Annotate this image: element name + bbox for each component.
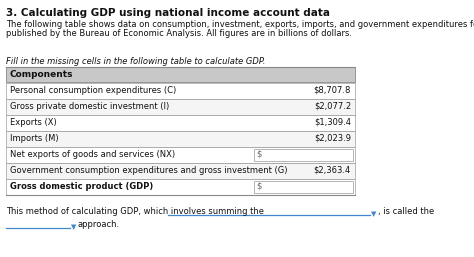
Text: Government consumption expenditures and gross investment (G): Government consumption expenditures and … (10, 166, 288, 175)
Text: $: $ (256, 182, 261, 191)
Text: $2,363.4: $2,363.4 (314, 166, 351, 175)
Text: Components: Components (10, 70, 73, 79)
Bar (6, 163, 355, 179)
Text: $2,023.9: $2,023.9 (314, 134, 351, 143)
Text: Gross private domestic investment (I): Gross private domestic investment (I) (10, 102, 169, 111)
Text: This method of calculating GDP, which involves summing the: This method of calculating GDP, which in… (6, 207, 264, 216)
Text: $1,309.4: $1,309.4 (314, 118, 351, 127)
Text: Imports (M): Imports (M) (10, 134, 59, 143)
Text: published by the Bureau of Economic Analysis. All figures are in billions of dol: published by the Bureau of Economic Anal… (6, 29, 352, 38)
Text: Gross domestic product (GDP): Gross domestic product (GDP) (10, 182, 153, 191)
Bar (6, 179, 355, 195)
Text: $: $ (256, 150, 261, 159)
Text: , is called the: , is called the (378, 207, 434, 216)
Text: Personal consumption expenditures (C): Personal consumption expenditures (C) (10, 86, 176, 95)
Bar (6, 115, 355, 131)
Text: 3. Calculating GDP using national income account data: 3. Calculating GDP using national income… (6, 8, 330, 18)
Text: Net exports of goods and services (NX): Net exports of goods and services (NX) (10, 150, 175, 159)
Bar (6, 147, 355, 163)
Text: ▼: ▼ (71, 224, 76, 230)
Text: Fill in the missing cells in the following table to calculate GDP.: Fill in the missing cells in the followi… (6, 57, 265, 66)
Text: The following table shows data on consumption, investment, exports, imports, and: The following table shows data on consum… (6, 20, 474, 29)
Text: $2,077.2: $2,077.2 (314, 102, 351, 111)
Bar (6, 99, 355, 115)
Text: approach.: approach. (78, 220, 120, 229)
Bar (254, 149, 353, 161)
Bar (6, 67, 355, 82)
Text: Exports (X): Exports (X) (10, 118, 57, 127)
Bar (6, 131, 355, 147)
Bar (254, 181, 353, 193)
Text: ▼: ▼ (371, 211, 376, 217)
Text: $8,707.8: $8,707.8 (314, 86, 351, 95)
Bar (6, 83, 355, 99)
